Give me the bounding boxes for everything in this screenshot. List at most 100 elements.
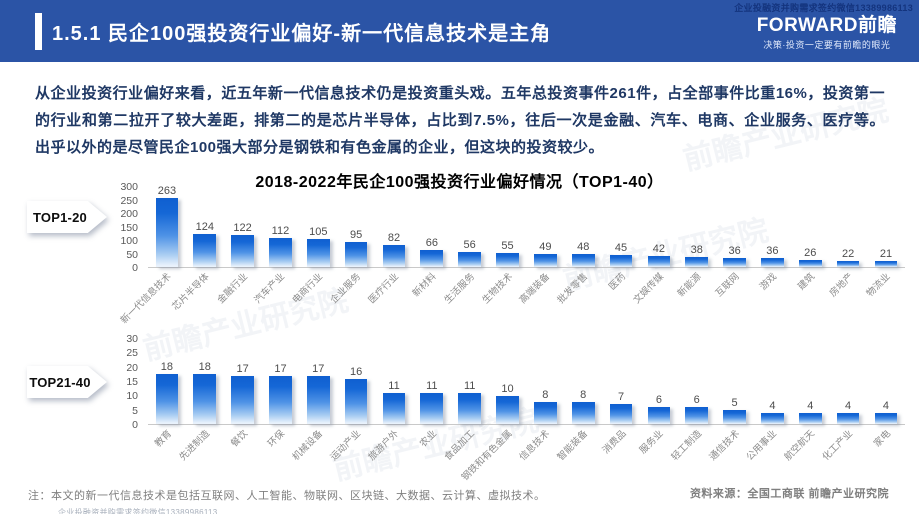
bar-value-label: 8: [580, 389, 587, 401]
bar-slot: 55: [489, 240, 527, 267]
y-axis-tick: 200: [120, 208, 138, 220]
bar-value-label: 11: [426, 380, 438, 392]
bar: [571, 402, 595, 424]
bar-slot: 11: [413, 380, 451, 424]
page-title: 1.5.1 民企100强投资行业偏好-新一代信息技术是主角: [52, 22, 552, 45]
bar-value-label: 10: [501, 383, 514, 395]
bar: [269, 376, 292, 424]
bar: [534, 402, 557, 424]
bar: [609, 255, 633, 267]
bar-value-label: 82: [387, 232, 401, 244]
bar-value-label: 4: [807, 400, 814, 412]
bar-slot: 17: [262, 363, 300, 424]
bar-slot: 10: [489, 383, 527, 424]
bar-slot: 66: [413, 237, 451, 267]
bar-value-label: 17: [274, 363, 287, 375]
bar-slot: 95: [337, 229, 375, 267]
bar-slot: 56: [451, 239, 489, 267]
x-axis-label: 家电: [871, 428, 894, 450]
bar-slot: 8: [564, 389, 602, 424]
bar-slot: 49: [526, 241, 564, 267]
y-axis-tick: 100: [120, 235, 138, 247]
bar: [420, 393, 444, 424]
bar: [836, 261, 860, 267]
bars-container: 263 124 122 112 105 95 82 66 56 55 49 48 45 42 38 36 36 2…: [148, 168, 905, 267]
top21-40-badge-wrap: TOP21-40: [27, 366, 107, 398]
bar-slot: 26: [791, 247, 829, 267]
bar-slot: 45: [602, 242, 640, 267]
bar: [685, 407, 709, 424]
bar-value-label: 95: [350, 229, 363, 241]
bar-value-label: 17: [312, 363, 325, 375]
bar-slot: 22: [829, 248, 867, 267]
bar: [496, 253, 519, 267]
bar: [534, 254, 557, 267]
bar-slot: 48: [564, 241, 602, 267]
bar-value-label: 36: [766, 245, 779, 257]
bar-value-label: 38: [690, 244, 703, 256]
y-axis-tick: 5: [132, 404, 138, 417]
bar-value-label: 16: [350, 366, 363, 378]
bar-value-label: 48: [577, 241, 590, 253]
plot-area: 300 250 200 150 100 50 0 263 124 122 112 105 95 82 66…: [120, 181, 905, 274]
bar: [344, 379, 368, 424]
y-axis: 300 250 200 150 100 50 0: [104, 181, 142, 274]
y-axis: 30 25 20 15 10 5 0: [104, 333, 142, 431]
bar-value-label: 45: [614, 242, 628, 254]
x-axis-label: 消费品: [600, 428, 629, 457]
bottom-contact-watermark: 企业投融资并购需求签约微信13389986113: [58, 508, 218, 514]
bar: [798, 260, 822, 267]
bar-value-label: 42: [652, 243, 666, 255]
bar-slot: 16: [337, 366, 375, 424]
bar: [571, 254, 595, 267]
bar: [458, 393, 482, 424]
bar: [647, 256, 671, 267]
y-axis-tick: 50: [126, 248, 138, 261]
bar-slot: 36: [754, 245, 792, 267]
chart-title: 2018-2022年民企100强投资行业偏好情况（TOP1-40）: [255, 174, 664, 191]
bar-value-label: 4: [769, 400, 776, 412]
bar-value-label: 11: [463, 380, 476, 392]
bar-value-label: 22: [841, 248, 855, 260]
bar: [761, 413, 784, 424]
bar-value-label: 55: [501, 240, 514, 252]
bar-slot: 112: [262, 225, 300, 267]
bar-value-label: 6: [655, 394, 662, 406]
bar-slot: 21: [867, 248, 905, 267]
bar: [761, 258, 784, 267]
bar-slot: 18: [148, 361, 186, 424]
bar-value-label: 7: [617, 391, 625, 403]
bar-slot: 6: [678, 394, 716, 424]
bar-slot: 11: [375, 380, 413, 424]
bar-slot: 82: [375, 232, 413, 267]
bar-slot: 4: [829, 400, 867, 424]
bar-value-label: 56: [463, 239, 476, 251]
bar-value-label: 124: [195, 221, 214, 233]
bar: [609, 404, 633, 424]
plot-area: 30 25 20 15 10 5 0 18 18 17 17 17 16 11 11 11 10 8 8 7 6 6 5 4…: [126, 333, 905, 431]
top1-20-badge: TOP1-20: [27, 201, 107, 233]
bar-value-label: 5: [731, 397, 738, 409]
data-source: 资料来源：全国工商联 前瞻产业研究院: [689, 488, 889, 500]
bar: [874, 261, 898, 267]
bar-value-label: 4: [845, 400, 852, 412]
y-axis-tick: 300: [120, 181, 138, 193]
top21-40-badge: TOP21-40: [27, 366, 107, 398]
bar-slot: 42: [640, 243, 678, 267]
bar: [723, 410, 746, 424]
chart-top21-40: 30 25 20 15 10 5 0 18 18 17 17 17 16 11 11 11 10 8 8 7 6 6 5 4…: [126, 333, 905, 485]
bar: [306, 376, 330, 424]
bar-value-label: 18: [198, 361, 211, 373]
bar-slot: 263: [148, 185, 186, 267]
bar-slot: 11: [451, 380, 489, 424]
bar-value-label: 17: [236, 363, 249, 375]
bar-value-label: 11: [388, 380, 400, 392]
bar-slot: 6: [640, 394, 678, 424]
x-axis-label: 智能装备: [555, 428, 591, 463]
bar-slot: 17: [224, 363, 262, 424]
bar-slot: 105: [299, 226, 337, 267]
bar: [685, 257, 709, 267]
x-axis-label: 餐饮: [228, 428, 250, 450]
bar-slot: 4: [791, 400, 829, 424]
footnote: 注：本文的新一代信息技术是包括互联网、人工智能、物联网、区块链、大数据、云计算、…: [28, 490, 546, 502]
